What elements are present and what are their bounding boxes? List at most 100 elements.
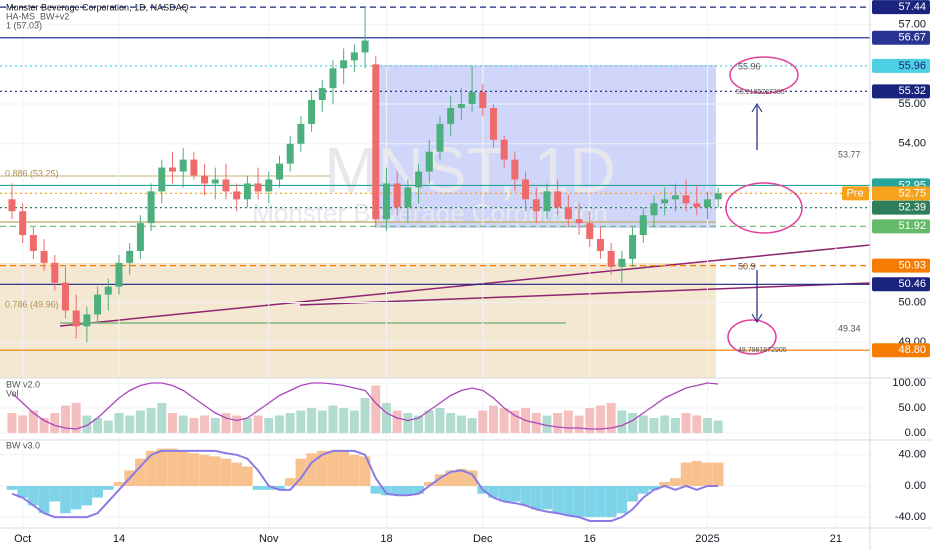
histogram-bar <box>381 485 392 496</box>
candle-body <box>201 175 209 184</box>
histogram-bar <box>38 485 50 514</box>
candle-body <box>650 203 658 216</box>
candle-body <box>500 139 508 160</box>
candle-body <box>607 250 615 267</box>
candle-body <box>104 286 112 295</box>
annotation: 53.77 <box>838 149 861 159</box>
candle-body <box>479 92 487 108</box>
histogram-bar <box>637 485 649 494</box>
price-tag-label: 50.46 <box>898 278 926 290</box>
volume-bar <box>467 418 477 433</box>
candle-body <box>489 108 497 140</box>
price-tag-label: 51.92 <box>898 220 926 232</box>
candle-body <box>61 282 69 311</box>
histogram-bar <box>274 485 285 490</box>
volume-bar <box>488 405 498 433</box>
annotation: 0.886 (53.25) <box>5 168 59 178</box>
price-tag-label: 55.32 <box>898 85 926 97</box>
annotation: 55.2195727385 <box>736 89 785 96</box>
histogram-bar <box>434 474 446 486</box>
histogram-bar <box>648 485 660 490</box>
candle-body <box>94 294 102 315</box>
y-tick-label: 55.00 <box>898 98 926 110</box>
volume-bar <box>563 410 573 433</box>
panel-subtitle: Vol <box>6 388 19 398</box>
histogram-bar <box>423 482 435 486</box>
oscillator-line <box>11 382 719 430</box>
volume-bar <box>510 410 520 433</box>
price-tag <box>872 343 930 358</box>
price-tag <box>872 186 930 201</box>
volume-bar <box>435 408 445 433</box>
volume-bar <box>296 410 306 433</box>
x-tick-label: 21 <box>830 533 842 545</box>
histogram-bar <box>445 470 456 486</box>
histogram-bar <box>145 450 157 486</box>
volume-bar <box>189 418 199 433</box>
candle-body <box>543 191 551 212</box>
volume-bar <box>660 415 670 433</box>
volume-bar <box>232 415 242 433</box>
volume-bar <box>371 385 381 433</box>
candle-body <box>511 159 519 180</box>
histogram-bar <box>498 485 510 502</box>
volume-bar <box>595 405 605 433</box>
volume-bar <box>157 403 167 433</box>
volume-bar <box>114 413 124 433</box>
volume-bar <box>39 418 49 433</box>
volume-bar <box>574 415 584 433</box>
histogram-bar <box>316 450 328 486</box>
histogram-bar <box>552 485 563 514</box>
candle-body <box>329 68 337 89</box>
price-tag <box>872 58 930 73</box>
candle-body <box>179 159 187 172</box>
panel-title: BW v2.0 <box>6 379 40 389</box>
volume-bar <box>93 418 103 433</box>
candle-body <box>19 211 27 236</box>
y-tick-label: 54.00 <box>898 138 926 150</box>
y-tick-label: 57.00 <box>898 19 926 31</box>
candle-body <box>340 60 348 69</box>
candle-body <box>318 88 326 101</box>
trend-line <box>299 282 871 306</box>
histogram-bar <box>359 456 371 486</box>
volume-bar <box>135 410 145 433</box>
volume-bar <box>681 413 691 433</box>
annotation: 49.34 <box>838 323 861 333</box>
y-tick-label: -40.00 <box>895 511 926 523</box>
histogram-bar <box>242 466 253 486</box>
volume-bar <box>264 418 274 433</box>
histogram-bar <box>520 485 531 506</box>
candle-body <box>51 262 59 283</box>
candle-body <box>436 123 444 152</box>
volume-bar <box>606 403 616 433</box>
histogram-bar <box>209 456 221 486</box>
volume-bar <box>50 413 60 433</box>
volume-bar <box>210 418 220 433</box>
annotation: 50.9 <box>738 261 756 271</box>
volume-bar <box>392 410 402 433</box>
histogram-bar <box>402 485 414 496</box>
price-tag-label: 56.67 <box>898 32 926 44</box>
histogram-bar <box>627 485 638 502</box>
candle-body <box>447 108 455 124</box>
price-tag <box>872 219 930 234</box>
annotation: 0.786 (49.96) <box>5 299 59 309</box>
candle-body <box>361 40 369 53</box>
candle-body <box>136 223 144 251</box>
volume-bar <box>253 415 263 433</box>
volume-bar <box>638 415 648 433</box>
candle-body <box>682 195 690 204</box>
x-tick-label: 18 <box>380 533 392 545</box>
histogram-bar <box>167 448 178 486</box>
candle-body <box>158 167 166 192</box>
histogram-bar <box>220 458 232 486</box>
y-tick-label: 0.00 <box>905 480 926 492</box>
price-tag <box>872 84 930 99</box>
candle-body <box>639 215 647 236</box>
volume-bar <box>328 405 338 433</box>
candle-body <box>233 191 241 200</box>
candle-body <box>308 100 316 124</box>
candle-body <box>554 191 562 208</box>
candle-body <box>532 199 540 212</box>
